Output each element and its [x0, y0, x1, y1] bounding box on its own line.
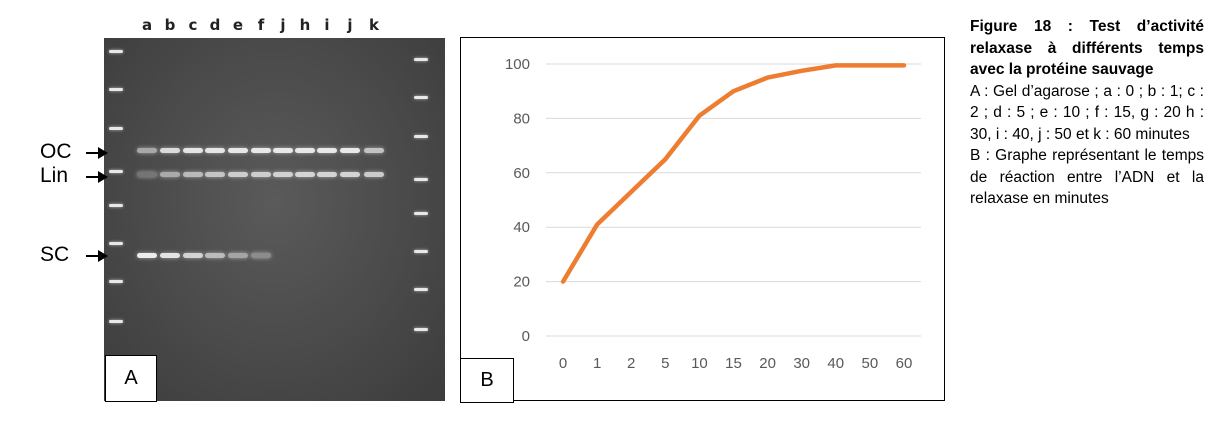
- y-tick-label: 40: [513, 219, 530, 236]
- lane-letter: c: [188, 16, 198, 34]
- y-tick-label: 100: [505, 56, 530, 73]
- band-oc: [160, 148, 180, 153]
- band-lin: [228, 172, 248, 177]
- lane-letter: h: [299, 16, 311, 34]
- lane-letter: b: [164, 16, 176, 34]
- lane-letter: j: [347, 16, 353, 34]
- panel-a-letter: A: [105, 355, 157, 402]
- lane-letter: f: [257, 16, 265, 34]
- marker-band: [414, 58, 428, 61]
- marker-band: [109, 50, 123, 53]
- panel-b-letter: B: [460, 358, 514, 403]
- marker-band: [109, 242, 123, 245]
- band-lin: [273, 172, 293, 177]
- band-lin: [205, 172, 225, 177]
- band-oc: [251, 148, 271, 153]
- chart-panel: 0 20 40 60 80 100 0 1 2 5 10 15 20 30 40 50 60 B: [460, 37, 945, 403]
- marker-band: [109, 127, 123, 130]
- series-line: [560, 63, 907, 284]
- x-tick-label: 15: [725, 355, 742, 372]
- marker-band: [414, 250, 428, 253]
- y-tick-label: 0: [522, 328, 530, 345]
- x-tick-label: 60: [896, 355, 913, 372]
- x-tick-label: 50: [862, 355, 879, 372]
- band-lin: [295, 172, 315, 177]
- x-tick-label: 2: [627, 355, 635, 372]
- arrow-lin-icon: [86, 171, 108, 183]
- caption-title: Figure 18 : Test d’activité relaxase à d…: [970, 18, 1204, 78]
- marker-band: [109, 280, 123, 283]
- band-oc: [273, 148, 293, 153]
- lane-letter: a: [141, 16, 153, 34]
- figure-caption: Figure 18 : Test d’activité relaxase à d…: [970, 16, 1204, 210]
- y-tick-label: 20: [513, 274, 530, 291]
- marker-band: [414, 135, 428, 138]
- band-sc: [137, 253, 157, 258]
- band-oc: [364, 148, 384, 153]
- band-oc: [183, 148, 203, 153]
- x-tick-label: 1: [593, 355, 601, 372]
- band-label-lin: Lin: [40, 164, 69, 187]
- arrow-sc-icon: [86, 250, 108, 262]
- x-tick-label: 20: [759, 355, 776, 372]
- marker-band: [109, 170, 123, 173]
- band-oc: [295, 148, 315, 153]
- marker-band: [414, 328, 428, 331]
- marker-band: [109, 204, 123, 207]
- agarose-gel-image: [104, 38, 445, 401]
- x-tick-label: 40: [827, 355, 844, 372]
- y-tick-label: 80: [513, 110, 530, 127]
- band-lin: [317, 172, 337, 177]
- band-sc: [251, 253, 271, 258]
- band-sc: [183, 253, 203, 258]
- caption-body-a: A : Gel d’agarose ; a : 0 ; b : 1; c : 2…: [970, 82, 1204, 143]
- marker-band: [414, 212, 428, 215]
- x-tick-label: 30: [793, 355, 810, 372]
- x-tick-label: 5: [661, 355, 669, 372]
- band-lin: [137, 172, 157, 177]
- band-sc: [160, 253, 180, 258]
- band-oc: [137, 148, 157, 153]
- band-oc: [340, 148, 360, 153]
- x-tick-label: 10: [691, 355, 708, 372]
- relaxase-activity-chart: 0 20 40 60 80 100 0 1 2 5 10 15 20 30 40 50 60: [505, 56, 921, 372]
- band-oc: [317, 148, 337, 153]
- lane-letter: j: [280, 16, 286, 34]
- band-sc: [228, 253, 248, 258]
- band-lin: [340, 172, 360, 177]
- marker-band: [414, 96, 428, 99]
- x-tick-label: 0: [559, 355, 567, 372]
- lane-letter: i: [324, 16, 330, 34]
- marker-band: [109, 320, 123, 323]
- band-lin: [160, 172, 180, 177]
- y-tick-label: 60: [513, 165, 530, 182]
- marker-band: [414, 288, 428, 291]
- band-oc: [205, 148, 225, 153]
- lane-letter: d: [209, 16, 221, 34]
- band-sc: [205, 253, 225, 258]
- lane-letter: e: [232, 16, 244, 34]
- caption-body-b: B : Graphe représentant le temps de réac…: [970, 147, 1204, 207]
- marker-band: [414, 178, 428, 181]
- band-lin: [364, 172, 384, 177]
- arrow-oc-icon: [86, 147, 108, 159]
- band-label-oc: OC: [40, 140, 72, 163]
- band-oc: [228, 148, 248, 153]
- band-label-sc: SC: [40, 243, 70, 266]
- band-lin: [251, 172, 271, 177]
- lane-letter: k: [369, 16, 379, 34]
- band-lin: [183, 172, 203, 177]
- marker-band: [109, 88, 123, 91]
